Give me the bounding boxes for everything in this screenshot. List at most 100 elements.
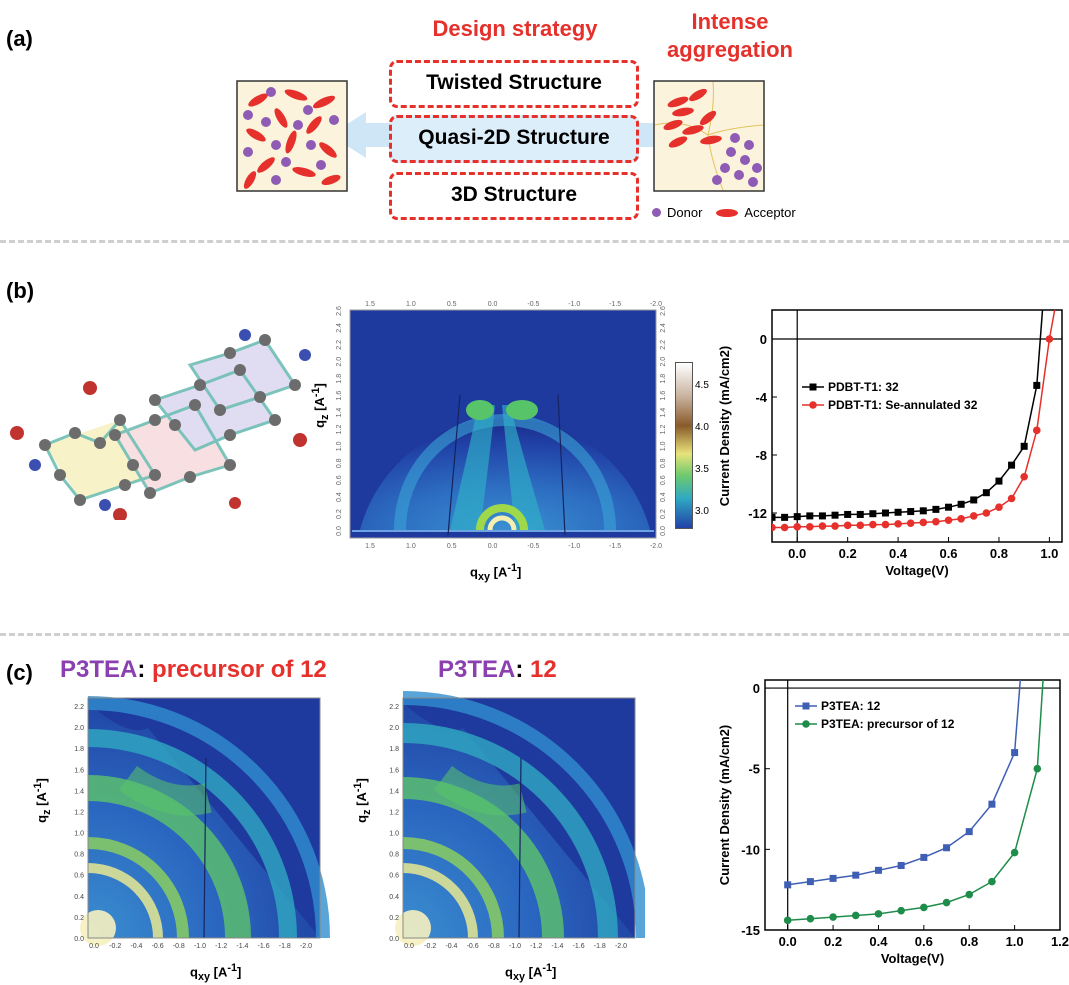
x-tick-label: -0.6 [152, 943, 164, 950]
y-tick-label: 0.8 [74, 852, 84, 859]
lamellar-peak [434, 765, 527, 816]
data-point [1011, 749, 1019, 757]
x-tick-label: 0.0 [779, 934, 797, 949]
scattering-ring [87, 863, 163, 939]
legend-label: PDBT-T1: 32 [828, 380, 899, 394]
y-tick-label: 0.8 [389, 852, 399, 859]
data-point [852, 871, 860, 879]
data-point [843, 521, 852, 530]
x-tick-label: 1.5 [365, 543, 375, 550]
y-tick-label: 1.2 [389, 809, 399, 816]
jv-chart-c: 0.0 0.2 0.4 0.6 0.8 1.0 1.2 0 -5 -10 -15 Voltage(V)… [717, 679, 1069, 966]
x-tick-label: 0.0 [89, 943, 99, 950]
y-tick-label: 0.6 [389, 873, 399, 880]
data-point [829, 874, 837, 882]
x-tick-label: 1.2 [1051, 934, 1069, 949]
data-point [995, 503, 1003, 511]
data-point [982, 509, 991, 517]
series-group [772, 310, 1056, 532]
plot-area [771, 309, 1063, 543]
y-tick-label: 1.4 [74, 788, 84, 795]
data-point [869, 520, 877, 529]
x-tick-label: 0.0 [488, 543, 498, 550]
beamstop-halo [80, 910, 116, 946]
x-tick-label: 0.2 [824, 934, 842, 949]
y-tick-label: 0.2 [389, 915, 399, 922]
x-tick-label: 0.5 [447, 301, 457, 308]
data-point [1045, 335, 1054, 343]
data-point [829, 913, 837, 921]
data-point [982, 489, 990, 497]
y-tick-label: 2.6 [660, 306, 667, 316]
beamstop-halo [395, 910, 431, 946]
x-tick-label: -1.0 [568, 301, 580, 308]
y-tick-label: 1.0 [336, 441, 343, 451]
y-tick-label: 0.2 [336, 509, 343, 519]
intense-aggregation-heading: Intense aggregation [640, 8, 820, 64]
x-tick-label: 1.0 [1040, 546, 1058, 561]
x-tick-label: -1.8 [594, 943, 606, 950]
y-tick-label: 0.8 [336, 458, 343, 468]
scattering-ring [402, 777, 564, 939]
data-point [772, 523, 776, 532]
data-point [897, 861, 905, 869]
data-point [944, 516, 953, 525]
x-tick-label: 0.2 [839, 546, 857, 561]
data-point [957, 500, 965, 508]
scattering-region [88, 703, 320, 938]
panel-a-label: (a) [6, 26, 33, 51]
panel-c-label: (c) [6, 660, 33, 685]
legend-marker [809, 401, 817, 409]
strategy-box-quasi2d: Quasi-2D Structure [389, 115, 639, 163]
lamellar-peak [119, 765, 212, 816]
plot-frame [87, 697, 321, 939]
data-point [806, 878, 814, 886]
y-tick-label: 2.0 [389, 725, 399, 732]
y-tick-label: 2.0 [336, 357, 343, 367]
y-axis-label: Current Density (mA/cm2) [717, 725, 732, 885]
y-tick-label: 1.8 [336, 374, 343, 384]
y-tick-label: 2.0 [74, 725, 84, 732]
title-polymer: P3TEA [60, 656, 138, 683]
data-point [965, 890, 974, 899]
x-tick-label: -0.8 [173, 943, 185, 950]
data-point [869, 510, 877, 518]
data-point [988, 800, 996, 808]
legend-marker [802, 702, 810, 710]
y-tick-label: 1.8 [74, 746, 84, 753]
y-tick-label: 2.0 [660, 357, 667, 367]
y-tick-label: 1.2 [74, 809, 84, 816]
data-point [831, 511, 839, 519]
data-point [1008, 461, 1016, 469]
giwaxs-map-b-svg: 1.5 1.0 0.5 0.0 -0.5 -1.0 -1.5 -2.0 1.5 1.0 0.5 0.… [336, 301, 667, 550]
x-tick-label: -1.0 [194, 943, 206, 950]
y-tick-label: -4 [755, 390, 767, 405]
x-tick-label: -0.8 [488, 943, 500, 950]
y-tick-label: -15 [741, 923, 760, 938]
x-tick-label: 0.0 [488, 301, 498, 308]
data-point [1020, 442, 1028, 450]
x-tick-label: -0.6 [467, 943, 479, 950]
y-tick-label: 0.2 [74, 915, 84, 922]
x-tick-label: 0.4 [889, 546, 908, 561]
detector-gap [203, 757, 207, 939]
data-point [970, 496, 978, 504]
data-point [831, 522, 839, 530]
y-tick-label: 0 [753, 681, 760, 696]
x-tick-label: -1.4 [236, 943, 248, 950]
y-tick-label: 1.0 [389, 831, 399, 838]
title-polymer: P3TEA [438, 656, 516, 683]
data-point [781, 513, 789, 521]
data-point [772, 513, 776, 521]
legend-donor: Donor [667, 205, 703, 220]
x-tick-label: 0.5 [447, 543, 457, 550]
y-tick-label: 0.0 [336, 526, 343, 536]
legend-acceptor: Acceptor [744, 205, 796, 220]
strategy-box-3d: 3D Structure [389, 172, 639, 220]
acceptor-ellipse-icon [716, 208, 739, 217]
giwaxs-c-left-xlabel: qxy [A-1] [190, 962, 242, 983]
x-tick-label: 0.0 [404, 943, 414, 950]
data-point [920, 903, 928, 912]
data-point [957, 515, 965, 523]
strategy-box-twisted: Twisted Structure [389, 60, 639, 108]
